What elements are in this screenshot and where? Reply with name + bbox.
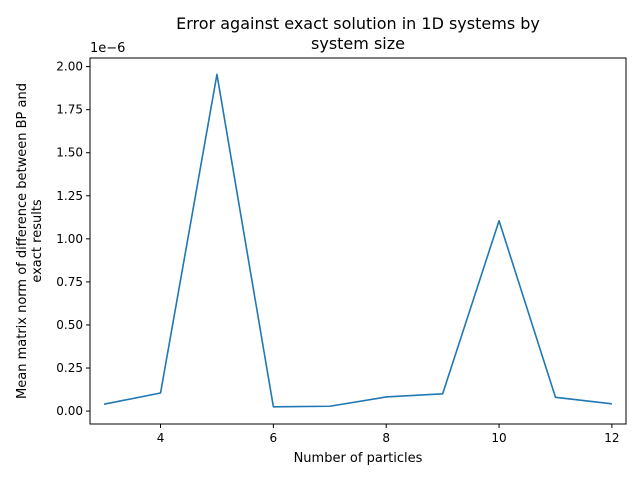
y-tick-label: 1.50 — [56, 146, 83, 160]
chart-title-line: system size — [311, 34, 405, 53]
chart-title-line: Error against exact solution in 1D syste… — [176, 14, 540, 33]
y-tick-label: 1.00 — [56, 232, 83, 246]
y-axis-label-line: Mean matrix norm of difference between B… — [15, 83, 30, 399]
y-tick-label: 1.25 — [56, 189, 83, 203]
y-tick-label: 0.00 — [56, 404, 83, 418]
y-axis-label-line: exact results — [30, 199, 45, 283]
x-tick-label: 12 — [604, 431, 619, 445]
y-tick-label: 2.00 — [56, 60, 83, 74]
x-axis-label: Number of particles — [294, 451, 423, 466]
y-tick-label: 0.50 — [56, 318, 83, 332]
plot-area — [103, 73, 612, 408]
series-line — [103, 73, 612, 408]
y-offset-text: 1e−6 — [90, 41, 125, 56]
x-tick-label: 8 — [382, 431, 390, 445]
chart-title: Error against exact solution in 1D syste… — [176, 14, 540, 53]
y-tick-label: 0.75 — [56, 275, 83, 289]
x-tick-label: 10 — [491, 431, 506, 445]
y-tick-label: 1.75 — [56, 103, 83, 117]
y-axis-label: Mean matrix norm of difference between B… — [15, 83, 45, 399]
y-axis: 0.00 0.25 0.50 0.75 1.00 1.25 1.50 1.75 2.00 — [56, 60, 90, 418]
x-tick-label: 6 — [270, 431, 278, 445]
y-tick-label: 0.25 — [56, 361, 83, 375]
x-tick-label: 4 — [157, 431, 165, 445]
x-axis: 4 6 8 10 12 — [157, 424, 620, 445]
axes-frame — [89, 57, 627, 425]
